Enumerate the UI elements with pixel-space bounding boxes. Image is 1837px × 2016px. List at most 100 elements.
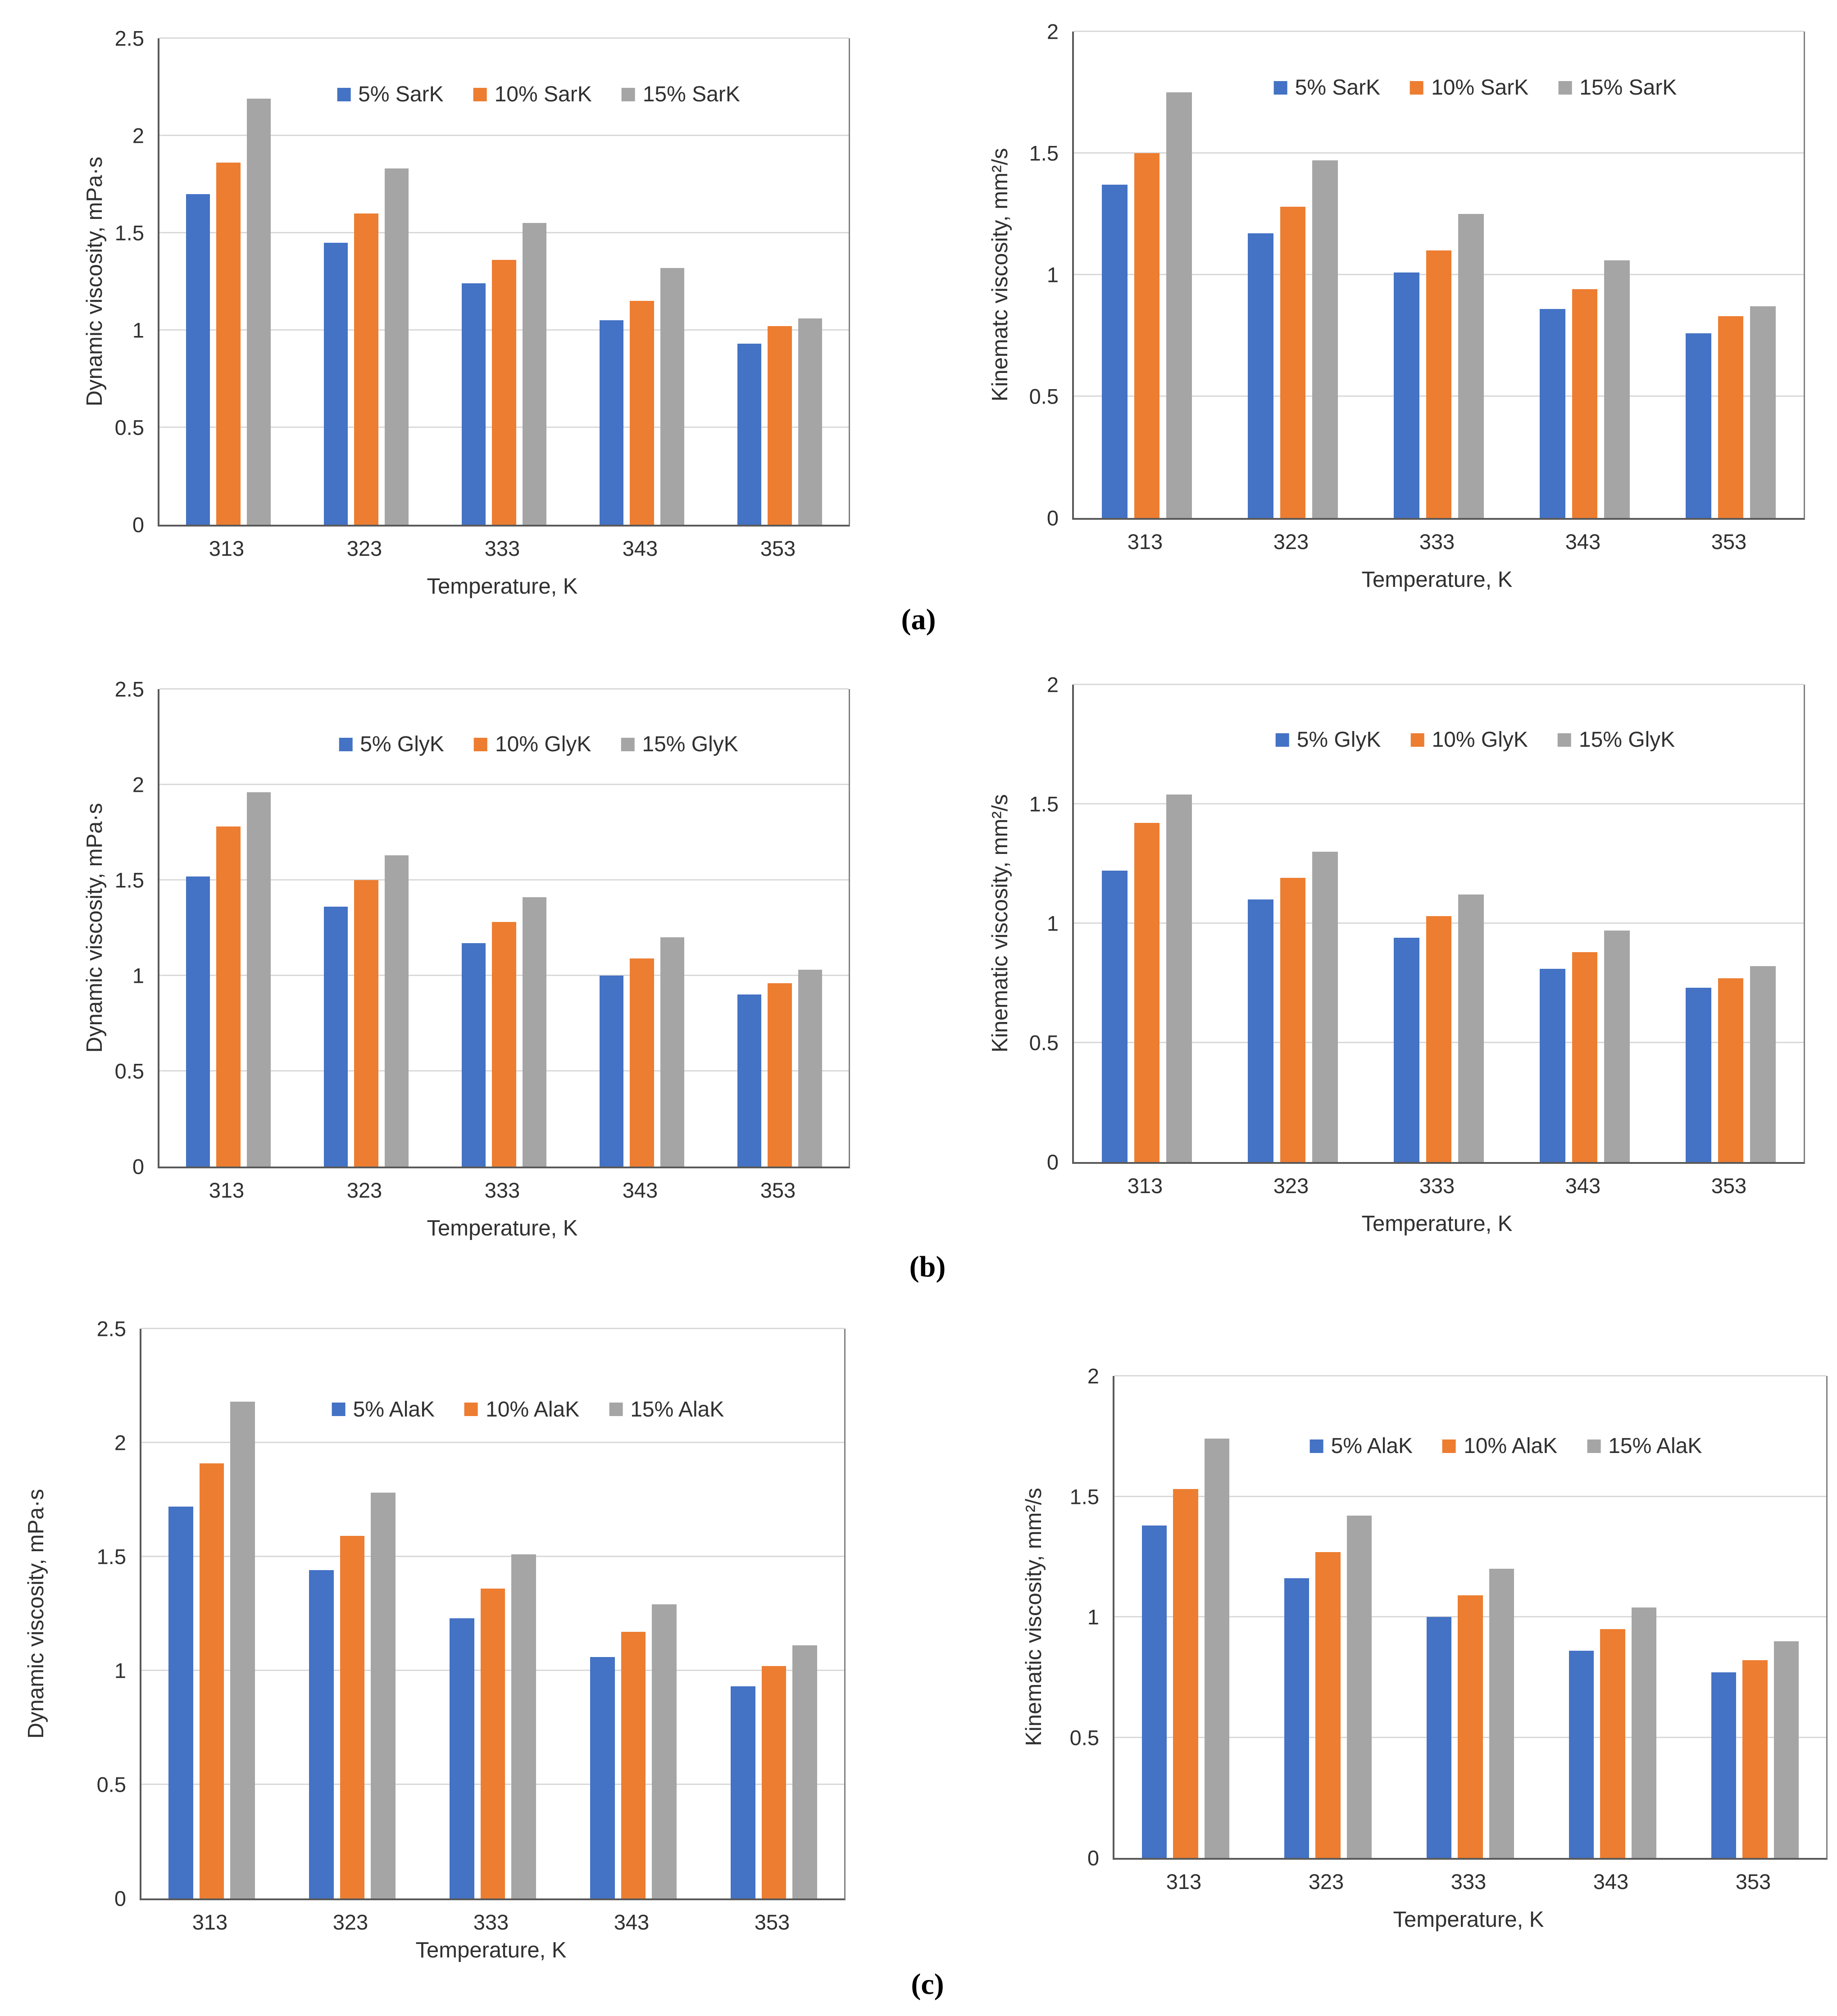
legend-swatch-icon: [337, 87, 351, 101]
gridline-y-1.5: [159, 232, 849, 233]
y-tick-label-0: 0: [1046, 1150, 1059, 1174]
legend-label: 15% AlaK: [1608, 1434, 1702, 1458]
chart-kinematic-viscosity-alak: Kinematic viscosity, mm²/s 5% AlaK 10% Al…: [1014, 1347, 1837, 1937]
bar-5-sark-313: [1102, 185, 1128, 518]
x-tick-label-343: 343: [622, 1178, 658, 1202]
bar-5-glyk-343: [1540, 968, 1566, 1162]
bar-group-313: [141, 1329, 282, 1898]
legend-item-5-glyk: 5% GlyK: [339, 732, 444, 757]
legend: 5% GlyK 10% GlyK 15% GlyK: [1275, 727, 1675, 752]
bar-group-333: [1366, 685, 1512, 1162]
y-tick-label-2: 2: [1046, 19, 1059, 44]
panel-label-c: (c): [911, 1968, 944, 2001]
panel-label-a: (a): [901, 603, 936, 636]
x-tick-label-323: 323: [1308, 1870, 1344, 1893]
legend-label: 15% GlyK: [642, 732, 738, 757]
legend-swatch-icon: [1310, 1439, 1323, 1453]
y-axis-ticks: 0 0.5 1 1.5 2: [1014, 1366, 1099, 1869]
bar-10-glyk-343: [630, 958, 654, 1167]
legend-item-5-sark: 5% SarK: [337, 82, 444, 107]
x-tick-label-353: 353: [1711, 1174, 1747, 1198]
x-axis-ticks: 313 323 333 343 353: [1113, 1869, 1824, 1894]
bar-group-343: [573, 38, 711, 525]
legend-label: 15% AlaK: [630, 1397, 724, 1421]
bar-15-alak-343: [1631, 1607, 1657, 1858]
y-tick-label-2: 2: [132, 123, 144, 148]
y-tick-label-1.5: 1.5: [96, 1544, 126, 1569]
bar-5-sark-343: [1540, 309, 1566, 518]
legend-label: 5% GlyK: [1296, 728, 1381, 752]
bar-10-sark-323: [1280, 206, 1306, 518]
bar-10-alak-353: [761, 1666, 787, 1898]
y-tick-label-2.5: 2.5: [96, 1317, 126, 1341]
bar-15-sark-323: [384, 168, 409, 525]
y-tick-label-1: 1: [1087, 1605, 1099, 1629]
bar-15-alak-343: [652, 1604, 677, 1898]
bar-10-alak-333: [480, 1588, 505, 1898]
y-axis-ticks: 0 0.5 1 1.5 2 2.5: [27, 679, 144, 1177]
x-tick-label-323: 323: [1273, 1174, 1309, 1198]
bar-5-alak-343: [1569, 1650, 1594, 1858]
bar-10-alak-313: [199, 1463, 224, 1898]
gridline-y-2: [159, 135, 849, 136]
bar-5-glyk-343: [599, 976, 624, 1167]
legend-item-15-alak: 15% AlaK: [1587, 1434, 1702, 1458]
gridline-y-1.5: [141, 1556, 844, 1557]
y-tick-label-0: 0: [1046, 506, 1059, 530]
legend-label: 5% GlyK: [360, 732, 444, 757]
y-axis-ticks: 0 0.5 1 1.5 2 2.5: [27, 28, 144, 536]
legend-swatch-icon: [1442, 1439, 1456, 1453]
x-tick-label-313: 313: [1127, 1174, 1163, 1198]
bar-10-sark-323: [354, 213, 378, 525]
legend-item-15-sark: 15% SarK: [621, 82, 740, 107]
bar-group-353: [711, 689, 849, 1167]
y-tick-label-1.5: 1.5: [1029, 141, 1059, 165]
y-tick-label-0: 0: [1087, 1846, 1099, 1870]
plot-area: 5% GlyK 10% GlyK 15% GlyK: [1072, 684, 1805, 1164]
legend-label: 10% AlaK: [486, 1397, 580, 1421]
bar-5-alak-333: [1426, 1617, 1452, 1858]
bar-5-glyk-313: [1102, 871, 1128, 1162]
x-tick-label-333: 333: [473, 1910, 509, 1934]
bar-15-glyk-333: [522, 897, 547, 1167]
legend-item-10-alak: 10% AlaK: [1442, 1434, 1557, 1458]
x-axis-title: Temperature, K: [415, 1938, 567, 1962]
x-axis-ticks: 313 323 333 343 353: [158, 536, 847, 561]
legend-swatch-icon: [1558, 81, 1572, 95]
gridline-y-2.5: [159, 37, 849, 39]
bar-5-sark-343: [599, 320, 624, 525]
bar-5-sark-323: [323, 242, 348, 525]
x-tick-label-323: 323: [346, 536, 382, 560]
x-axis-ticks: 313 323 333 343 353: [140, 1910, 842, 1934]
plot-area: 5% AlaK 10% AlaK 15% AlaK: [1113, 1375, 1828, 1860]
bar-group-313: [1074, 32, 1220, 518]
legend-label: 10% SarK: [494, 82, 592, 107]
legend: 5% AlaK 10% AlaK 15% AlaK: [1310, 1434, 1702, 1458]
x-axis-title: Temperature, K: [1361, 1212, 1513, 1236]
bar-15-sark-343: [1604, 260, 1630, 518]
bar-5-sark-333: [461, 283, 486, 525]
bar-15-sark-313: [246, 98, 271, 525]
y-tick-label-0.5: 0.5: [96, 1772, 126, 1797]
bar-15-sark-333: [522, 223, 547, 525]
legend-item-10-glyk: 10% GlyK: [473, 732, 591, 757]
bar-10-glyk-353: [768, 983, 792, 1167]
legend-swatch-icon: [473, 87, 487, 101]
legend-item-10-sark: 10% SarK: [1410, 75, 1528, 100]
legend-label: 15% SarK: [1579, 76, 1677, 100]
bar-group-353: [1684, 1376, 1826, 1858]
legend-item-5-glyk: 5% GlyK: [1275, 727, 1381, 752]
legend-label: 5% SarK: [358, 82, 444, 107]
x-axis-ticks: 313 323 333 343 353: [1072, 529, 1802, 554]
gridline-y-2: [1114, 1375, 1826, 1376]
gridline-y-1.5: [1074, 803, 1804, 804]
legend: 5% SarK 10% SarK 15% SarK: [1273, 75, 1677, 100]
chart-dynamic-viscosity-sark: Dynamic viscosity, mPa·s 5% SarK 10% SarK…: [27, 5, 896, 608]
gridline-y-2: [1074, 684, 1804, 685]
bar-group-343: [1512, 685, 1658, 1162]
legend-label: 5% AlaK: [1331, 1434, 1413, 1458]
x-axis-title: Temperature, K: [1393, 1907, 1544, 1932]
x-axis-title: Temperature, K: [427, 1216, 578, 1240]
bar-15-alak-333: [511, 1554, 536, 1898]
